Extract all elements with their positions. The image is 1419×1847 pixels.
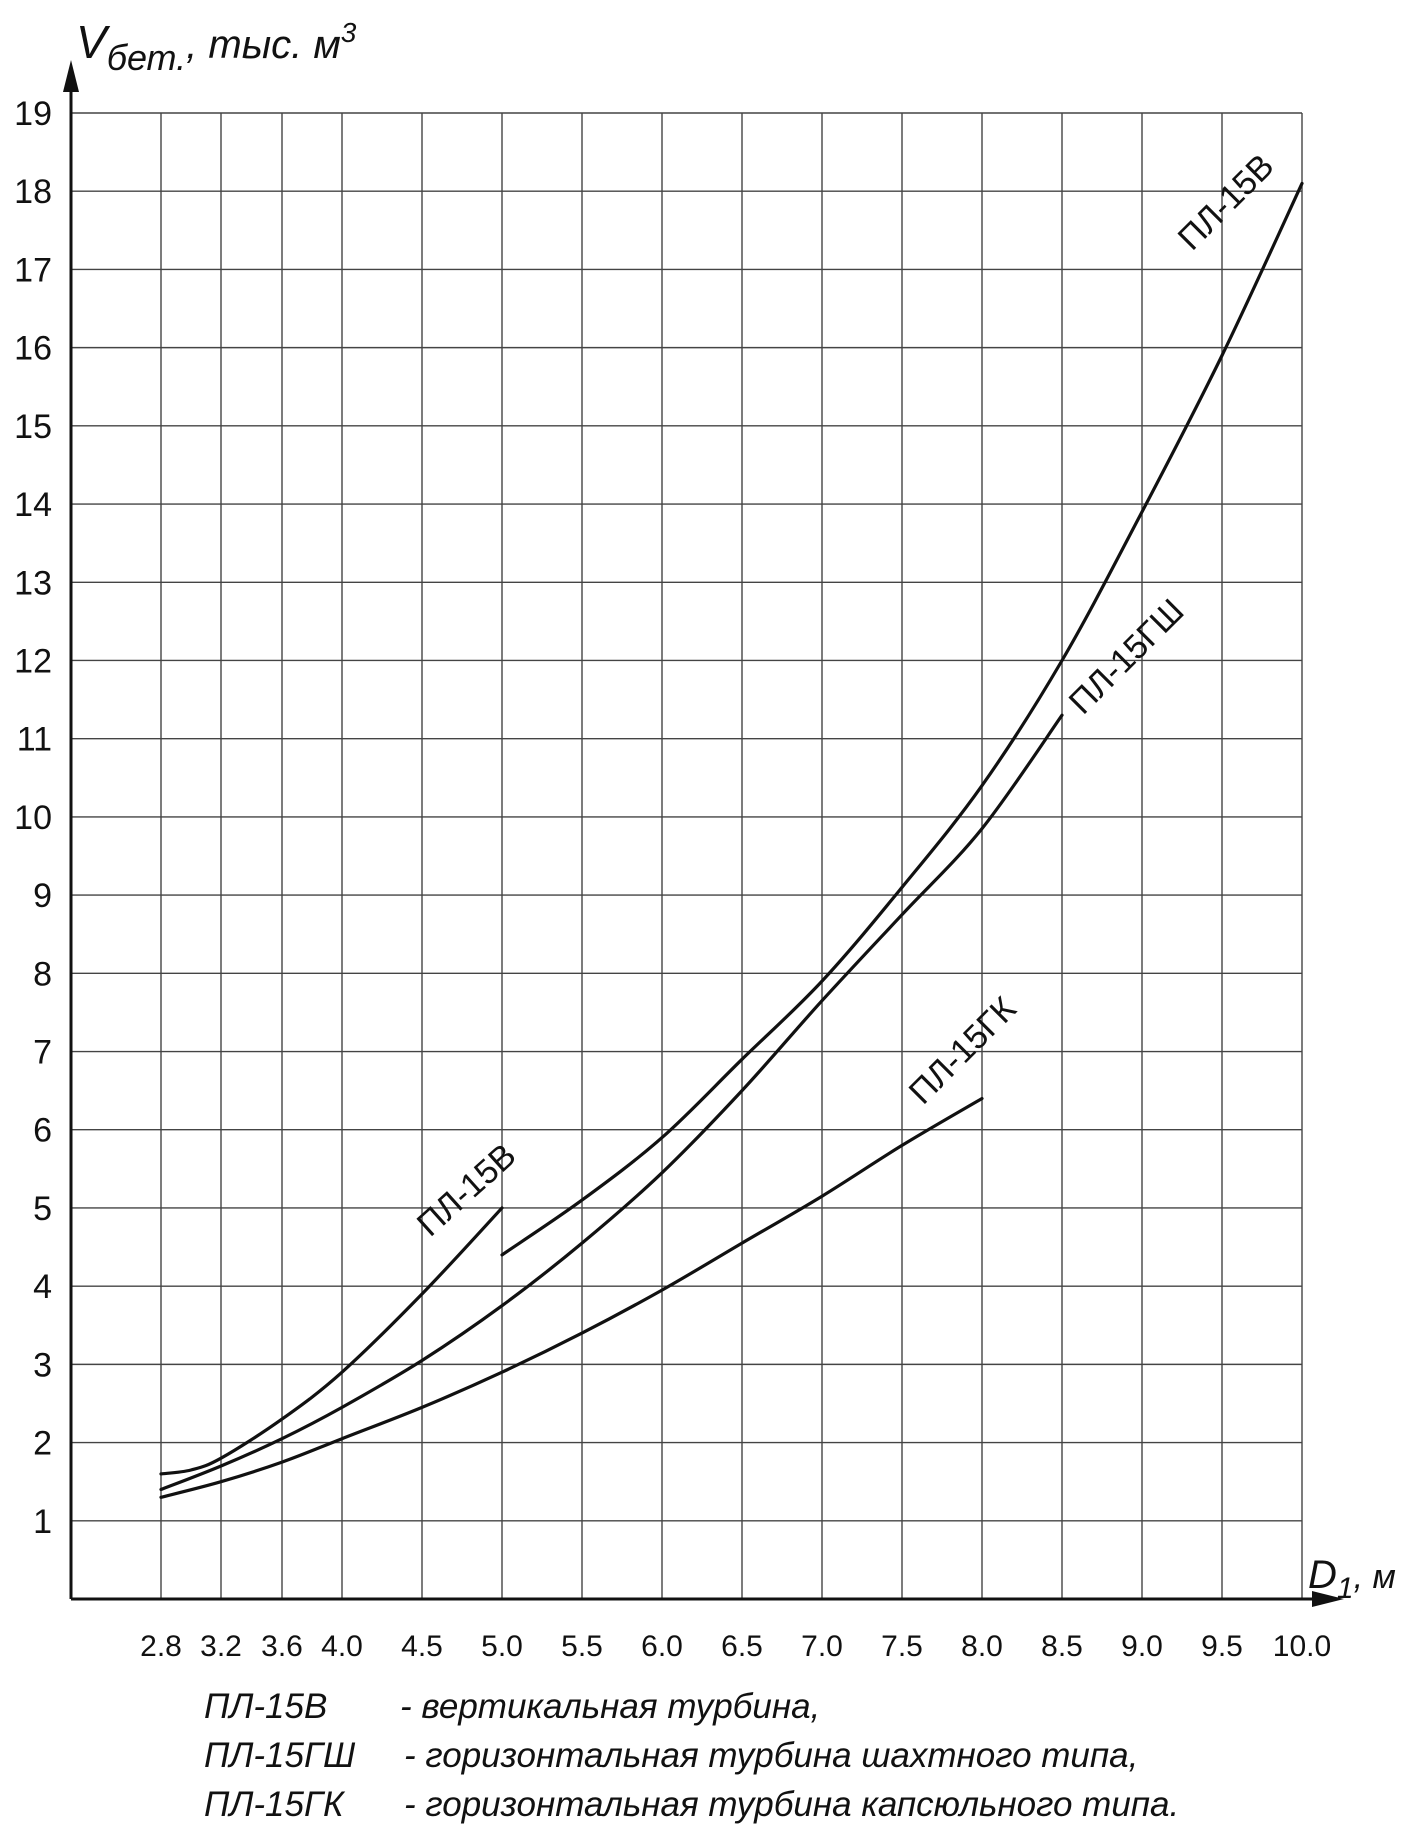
- series-line: [159, 1206, 504, 1476]
- label-pl15gk: ПЛ-15ГК: [902, 990, 1024, 1112]
- label-pl15gsh: ПЛ-15ГШ: [1062, 592, 1192, 722]
- x-tick-labels: 2.8 3.2 3.6 4.0 4.5 5.0 5.5 6.0 6.5 7.0 7.5 8.0 8.5 9…: [140, 1630, 1331, 1663]
- x-tick-label: 7.0: [801, 1630, 843, 1663]
- y-axis-title-rest: , тыс. м: [186, 23, 341, 67]
- y-tick-label: 19: [14, 95, 52, 133]
- x-tick-label: 7.5: [881, 1630, 923, 1663]
- y-tick-label: 2: [33, 1425, 52, 1463]
- x-tick-label: 9.5: [1201, 1630, 1243, 1663]
- x-axis-title-rest: , м: [1354, 1558, 1396, 1596]
- x-tick-label: 8.5: [1041, 1630, 1083, 1663]
- x-tick-label: 6.0: [641, 1630, 683, 1663]
- y-tick-label: 15: [14, 408, 52, 446]
- y-tick-label: 9: [33, 877, 52, 915]
- legend-text: - горизонтальная турбина капсюльного тип…: [404, 1785, 1180, 1824]
- x-tick-label: 5.5: [561, 1630, 603, 1663]
- series-lines: [159, 181, 1304, 1499]
- legend-code: ПЛ-15ГШ: [204, 1736, 356, 1775]
- legend-text: - вертикальная турбина,: [400, 1687, 821, 1726]
- x-tick-label: 5.0: [481, 1630, 523, 1663]
- grid: [71, 112, 1303, 1599]
- y-tick-label: 6: [33, 1112, 52, 1150]
- x-tick-label: 10.0: [1273, 1630, 1331, 1663]
- label-pl15v-upper: ПЛ-15В: [1171, 147, 1282, 258]
- y-tick-label: 17: [14, 251, 52, 289]
- label-pl15v-lower: ПЛ-15В: [410, 1136, 524, 1244]
- legend-code: ПЛ-15В: [204, 1687, 328, 1726]
- y-tick-label: 11: [17, 721, 52, 759]
- y-tick-label: 1: [33, 1503, 52, 1541]
- y-axis-title-main: V: [76, 16, 111, 68]
- y-tick-label: 12: [14, 642, 52, 680]
- x-tick-label: 4.0: [321, 1630, 363, 1663]
- y-tick-label: 4: [33, 1268, 52, 1306]
- legend-row: ПЛ-15ГК - горизонтальная турбина капсюльн…: [204, 1780, 1179, 1829]
- series-line: [500, 181, 1304, 1257]
- x-axis-title: D1, м: [1308, 1553, 1396, 1605]
- x-tick-label: 6.5: [721, 1630, 763, 1663]
- y-tick-label: 3: [33, 1346, 52, 1384]
- y-tick-label: 16: [14, 330, 52, 368]
- y-axis-title: Vбет., тыс. м3: [76, 16, 357, 78]
- y-axis-arrow: [63, 60, 79, 92]
- legend: ПЛ-15В - вертикальная турбина, ПЛ-15ГШ - г…: [204, 1682, 1179, 1829]
- x-tick-label: 3.2: [200, 1630, 242, 1663]
- y-tick-label: 8: [33, 955, 52, 993]
- x-axis-title-main: D: [1308, 1553, 1337, 1597]
- y-tick-label: 18: [14, 173, 52, 211]
- legend-row: ПЛ-15ГШ - горизонтальная турбина шахтного…: [204, 1731, 1179, 1780]
- x-tick-label: 9.0: [1121, 1630, 1163, 1663]
- x-tick-label: 3.6: [261, 1630, 303, 1663]
- y-tick-label: 13: [14, 564, 52, 602]
- x-tick-label: 8.0: [961, 1630, 1003, 1663]
- series-line: [159, 713, 1064, 1492]
- axes: [63, 60, 1344, 1607]
- x-tick-label: 2.8: [140, 1630, 182, 1663]
- series-line: [159, 1096, 984, 1499]
- legend-row: ПЛ-15В - вертикальная турбина,: [204, 1682, 1179, 1731]
- y-axis-title-sub: бет.: [107, 37, 186, 78]
- x-tick-label: 4.5: [401, 1630, 443, 1663]
- y-tick-label: 5: [33, 1190, 52, 1228]
- x-axis-arrow: [1312, 1591, 1344, 1607]
- x-axis-title-sub: 1: [1337, 1572, 1354, 1605]
- y-tick-label: 10: [14, 799, 52, 837]
- y-tick-label: 7: [33, 1034, 52, 1072]
- legend-text: - горизонтальная турбина шахтного типа,: [404, 1736, 1139, 1775]
- y-axis-title-sup: 3: [341, 17, 357, 48]
- y-tick-label: 14: [14, 486, 52, 524]
- legend-code: ПЛ-15ГК: [204, 1785, 344, 1824]
